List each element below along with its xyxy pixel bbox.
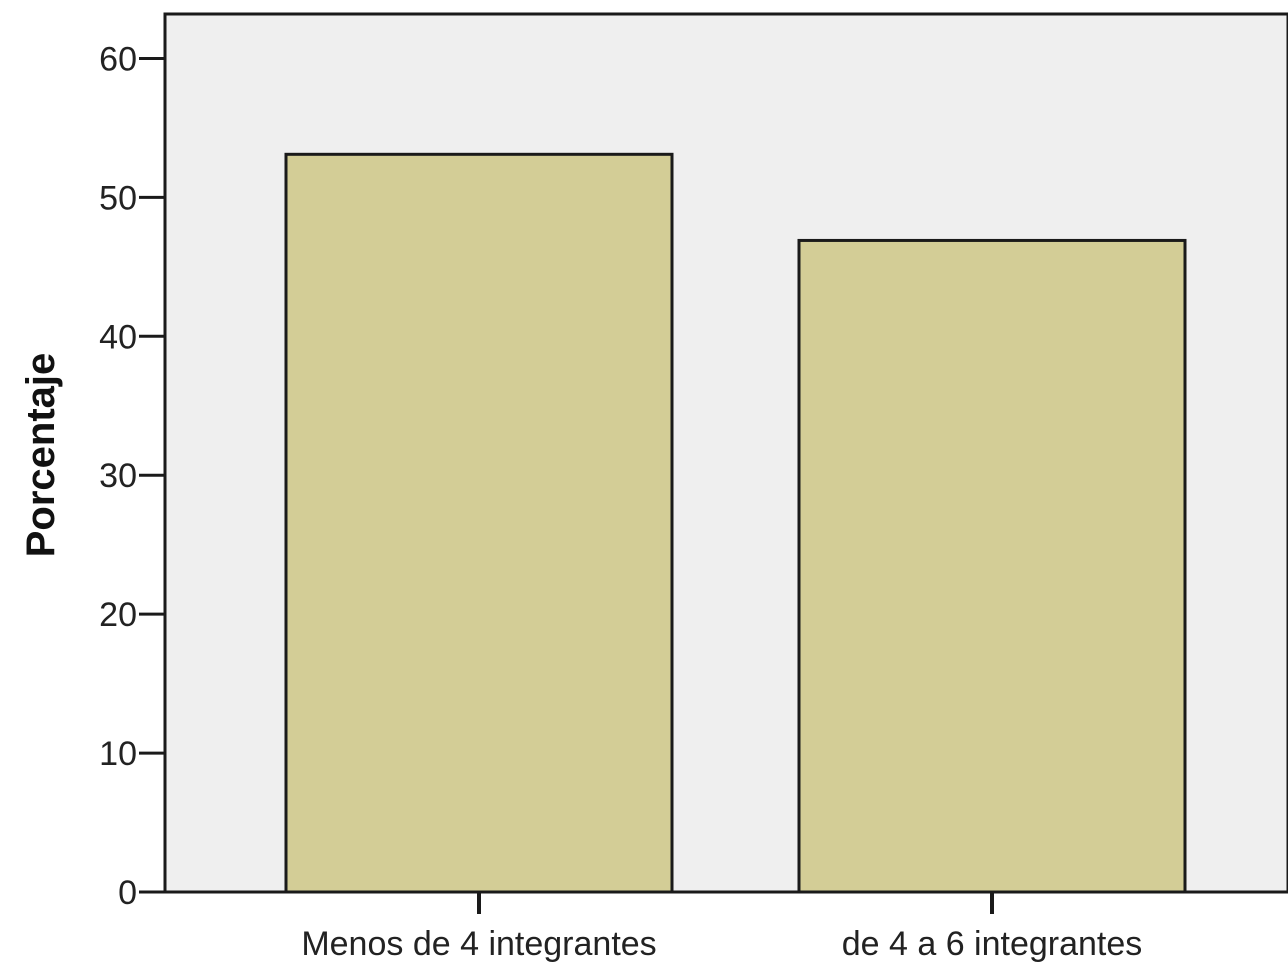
y-tick-label: 20 (99, 596, 137, 634)
y-axis-label: Porcentaje (19, 353, 63, 558)
y-tick-label: 10 (99, 735, 137, 773)
y-tick-label: 50 (99, 179, 137, 217)
y-tick-label: 30 (99, 457, 137, 495)
x-axis-ticks: Menos de 4 integrantes de 4 a 6 integrant… (301, 892, 1142, 963)
x-tick-label: Menos de 4 integrantes (301, 925, 656, 963)
bars (284, 152, 1187, 894)
bar (797, 238, 1187, 894)
y-tick-label: 0 (118, 874, 137, 912)
bar (284, 152, 674, 894)
y-axis-ticks: 0 10 20 30 40 50 60 (99, 40, 165, 912)
x-tick-label: de 4 a 6 integrantes (842, 925, 1143, 963)
y-tick-label: 40 (99, 318, 137, 356)
y-tick-label: 60 (99, 40, 137, 78)
